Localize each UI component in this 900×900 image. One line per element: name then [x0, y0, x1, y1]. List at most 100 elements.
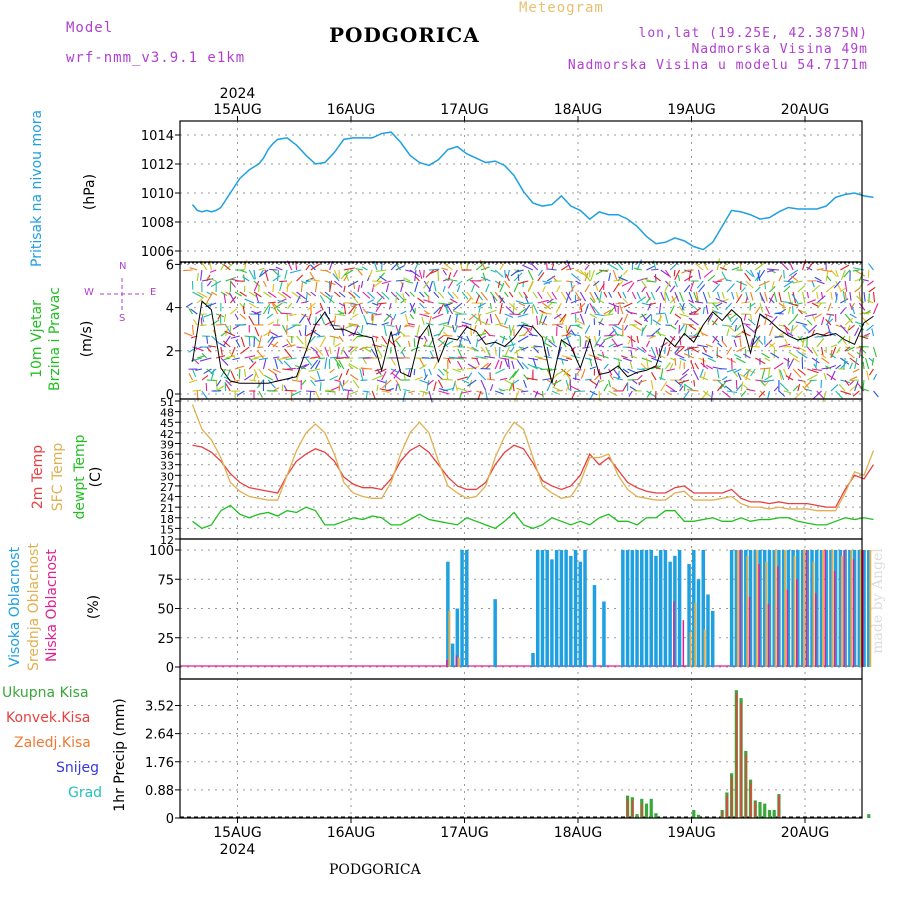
- convective-precip-bar: [731, 776, 733, 818]
- total-precip-bar: [772, 810, 776, 818]
- high-cloud-bar: [748, 550, 753, 667]
- wind-arrow: [267, 321, 275, 326]
- wind-arrow: [248, 291, 257, 298]
- high-cloud-bar: [640, 550, 644, 667]
- wind-arrow: [565, 291, 571, 304]
- wind-arrow: [283, 360, 293, 370]
- wind-arrow: [858, 348, 862, 359]
- wind-arrow: [802, 324, 810, 332]
- wind-arrow: [778, 368, 783, 380]
- wind-arrow: [702, 306, 705, 315]
- wind-arrow: [676, 346, 685, 355]
- wind-arrow: [512, 368, 520, 379]
- high-cloud-bar: [843, 550, 847, 667]
- wind-arrow: [195, 368, 203, 371]
- wind-arrow: [745, 280, 754, 289]
- wind-arrow: [466, 335, 472, 345]
- wind-arrow: [258, 269, 269, 278]
- wind-arrow: [263, 291, 272, 298]
- wind-arrow: [669, 324, 677, 330]
- wind-arrow: [376, 346, 383, 358]
- wind-arrow: [499, 377, 508, 381]
- wind-arrow: [752, 335, 761, 345]
- wind-arrow: [499, 357, 509, 360]
- wind-arrow: [678, 324, 685, 334]
- wind-arrow: [338, 335, 344, 343]
- wind-arrow: [622, 368, 630, 374]
- wind-arrow: [220, 346, 223, 356]
- wind-arrow: [806, 266, 813, 271]
- wind-arrow: [799, 309, 808, 315]
- wind-arrow: [584, 357, 593, 361]
- wind-arrow: [350, 346, 359, 354]
- wind-arrow: [372, 344, 382, 348]
- wind-arrow: [319, 291, 326, 297]
- wind-arrow: [840, 390, 852, 395]
- wind-arrow: [740, 390, 747, 398]
- wind-arrow: [787, 307, 791, 315]
- wind-arrow: [848, 324, 855, 331]
- wind-arrow: [584, 324, 591, 335]
- wind-arrow: [526, 377, 538, 381]
- wind-arrow: [518, 291, 524, 298]
- low-cloud-bar: [455, 655, 458, 667]
- wind-arrow: [825, 365, 832, 370]
- wind-arrow: [375, 368, 387, 375]
- wind-arrow: [505, 305, 515, 315]
- wind-arrow: [688, 310, 697, 315]
- wind-arrow: [611, 338, 619, 348]
- wind-arrow: [416, 324, 421, 337]
- wind-arrow: [357, 269, 363, 276]
- wind-arrow: [826, 313, 832, 326]
- wind-arrow: [754, 324, 761, 332]
- wind-arrow: [584, 303, 589, 315]
- wind-arrow: [534, 355, 543, 359]
- wind-arrow: [371, 302, 379, 306]
- wind-arrow: [580, 368, 586, 379]
- wind-arrow: [622, 298, 628, 304]
- wind-arrow: [485, 309, 497, 315]
- wind-arrow: [239, 291, 247, 297]
- wind-arrow: [552, 379, 562, 386]
- wind-arrow: [754, 263, 765, 271]
- wind-arrow: [658, 302, 662, 314]
- wind-arrow: [664, 313, 669, 324]
- wind-arrow: [267, 379, 276, 389]
- high-cloud-bar: [857, 550, 862, 667]
- wind-arrow: [698, 284, 706, 293]
- wind-arrow: [459, 390, 463, 400]
- wind-arrow: [868, 263, 874, 271]
- wind-arrow: [598, 321, 605, 326]
- wind-arrow: [521, 346, 529, 351]
- wind-arrow: [873, 390, 879, 398]
- wind-arrow: [422, 269, 425, 278]
- wind-arrow: [334, 313, 346, 317]
- wind-arrow: [423, 299, 434, 304]
- wind-arrow: [196, 291, 208, 299]
- wind-arrow: [742, 368, 751, 377]
- wind-arrow: [623, 324, 629, 331]
- low-cloud-bar: [673, 601, 675, 667]
- wind-arrow: [438, 291, 445, 299]
- wind-arrow: [669, 285, 676, 293]
- wind-arrow: [820, 353, 827, 359]
- wind-arrow: [485, 362, 492, 370]
- wind-arrow: [614, 333, 624, 337]
- wind-arrow: [371, 390, 376, 400]
- wind-arrow: [243, 368, 247, 377]
- wind-arrow: [532, 346, 540, 354]
- wind-arrow: [712, 335, 718, 344]
- wind-arrow: [516, 359, 524, 370]
- convective-precip-bar: [721, 811, 724, 818]
- wind-arrow: [381, 321, 389, 326]
- wind-arrow: [219, 343, 226, 348]
- wind-arrow: [533, 365, 543, 370]
- wind-arrow: [468, 313, 477, 321]
- wind-arrow: [319, 382, 322, 392]
- wind-arrow: [305, 264, 311, 271]
- wind-arrow: [508, 335, 515, 347]
- wind-arrow: [630, 349, 633, 359]
- wind-arrow: [338, 302, 345, 307]
- wind-arrow: [445, 303, 454, 315]
- wind-arrow: [655, 312, 666, 315]
